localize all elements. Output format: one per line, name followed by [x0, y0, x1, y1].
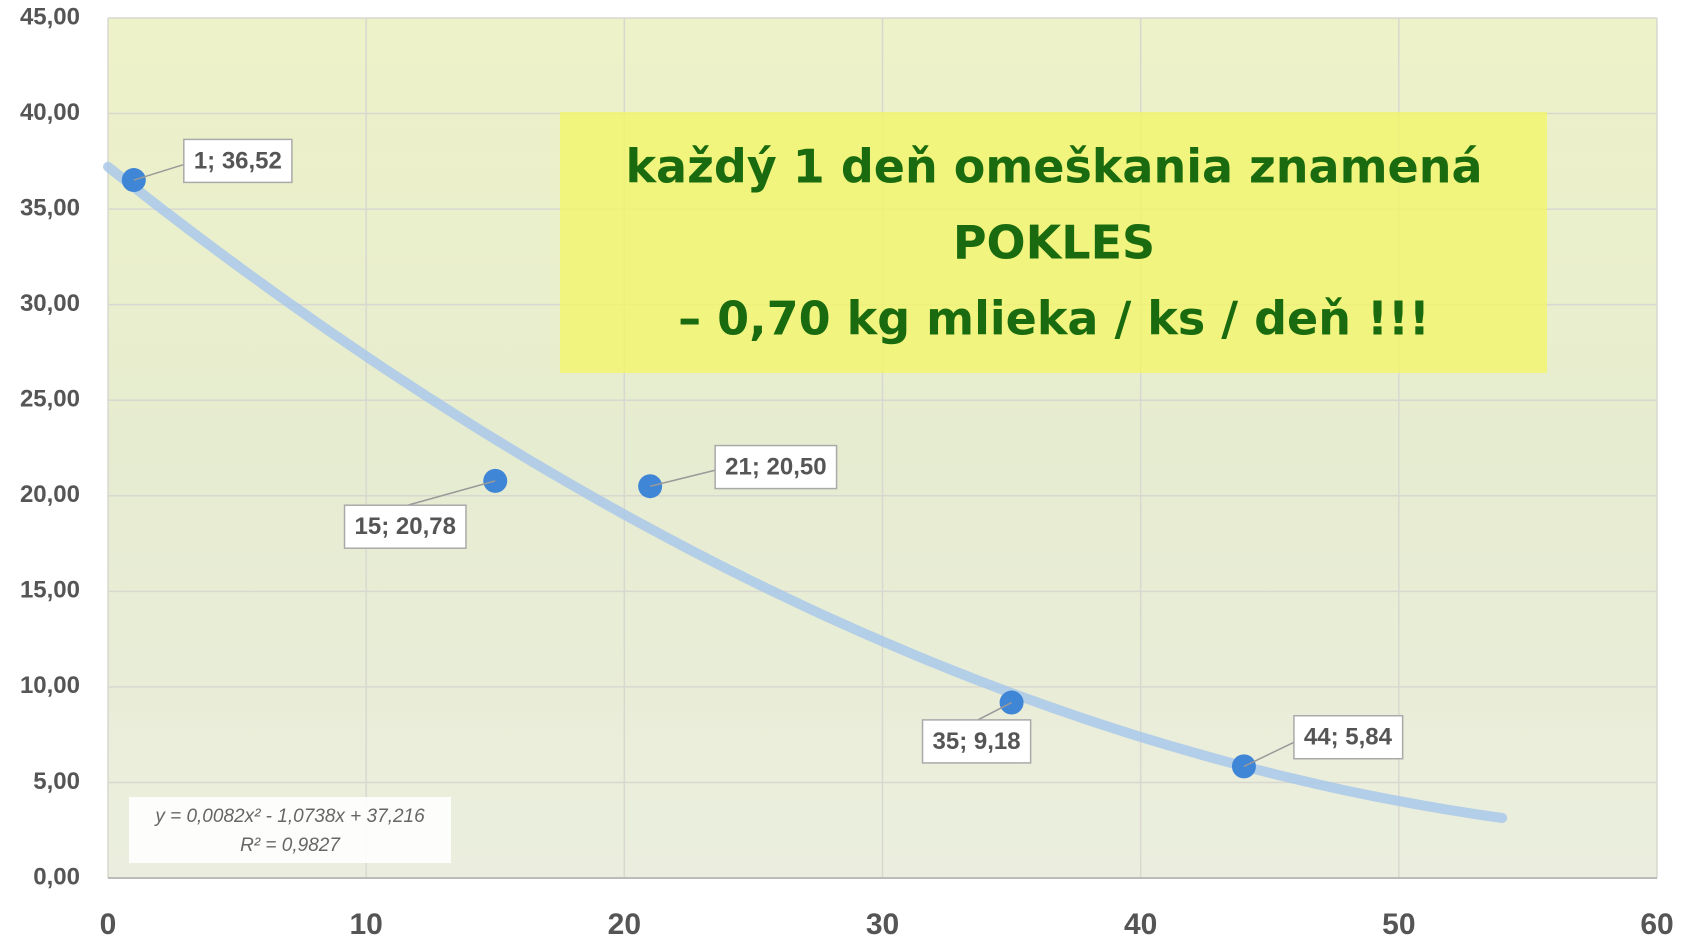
y-tick-label: 0,00 — [33, 863, 80, 890]
x-tick-label: 40 — [1124, 908, 1157, 941]
r-squared: R² = 0,9827 — [240, 835, 341, 856]
equation-box — [129, 797, 451, 863]
x-tick-label: 60 — [1640, 908, 1673, 941]
data-label-box — [921, 719, 1032, 764]
y-tick-label: 25,00 — [20, 386, 80, 413]
annotation-line: každý 1 deň omeškania znamená — [625, 140, 1482, 194]
trend-equation: y = 0,0082x² - 1,0738x + 37,216 — [153, 806, 425, 827]
x-tick-label: 20 — [608, 908, 641, 941]
data-label: 1; 36,52 — [194, 147, 282, 174]
leader-line — [1243, 737, 1303, 768]
data-label: 15; 20,78 — [355, 513, 456, 540]
y-tick-label: 20,00 — [20, 481, 80, 508]
x-tick-label: 50 — [1382, 908, 1415, 941]
trendline — [103, 161, 1508, 823]
x-tick-label: 30 — [866, 908, 899, 941]
y-tick-label: 15,00 — [20, 577, 80, 604]
data-label: 35; 9,18 — [933, 728, 1021, 755]
y-tick-label: 35,00 — [20, 194, 80, 221]
data-label: 21; 20,50 — [725, 454, 826, 481]
data-label-box — [343, 504, 467, 549]
y-tick-label: 30,00 — [20, 290, 80, 317]
leader-line — [133, 161, 193, 181]
y-tick-label: 10,00 — [20, 672, 80, 699]
annotation-line: – 0,70 kg mlieka / ks / deň !!! — [678, 292, 1430, 346]
data-label-box — [714, 444, 838, 490]
data-label-box — [1293, 714, 1404, 760]
leader-line — [649, 467, 724, 487]
leader-line — [405, 480, 496, 507]
y-tick-label: 5,00 — [33, 768, 80, 795]
annotation-line: POKLES — [953, 216, 1155, 270]
annotation-box — [560, 112, 1547, 373]
leader-line — [976, 701, 1012, 722]
x-tick-label: 0 — [100, 908, 117, 941]
data-label-box — [183, 138, 293, 184]
data-label: 44; 5,84 — [1304, 724, 1393, 751]
x-tick-label: 10 — [349, 908, 382, 941]
y-tick-label: 45,00 — [20, 3, 80, 30]
y-tick-label: 40,00 — [20, 99, 80, 126]
